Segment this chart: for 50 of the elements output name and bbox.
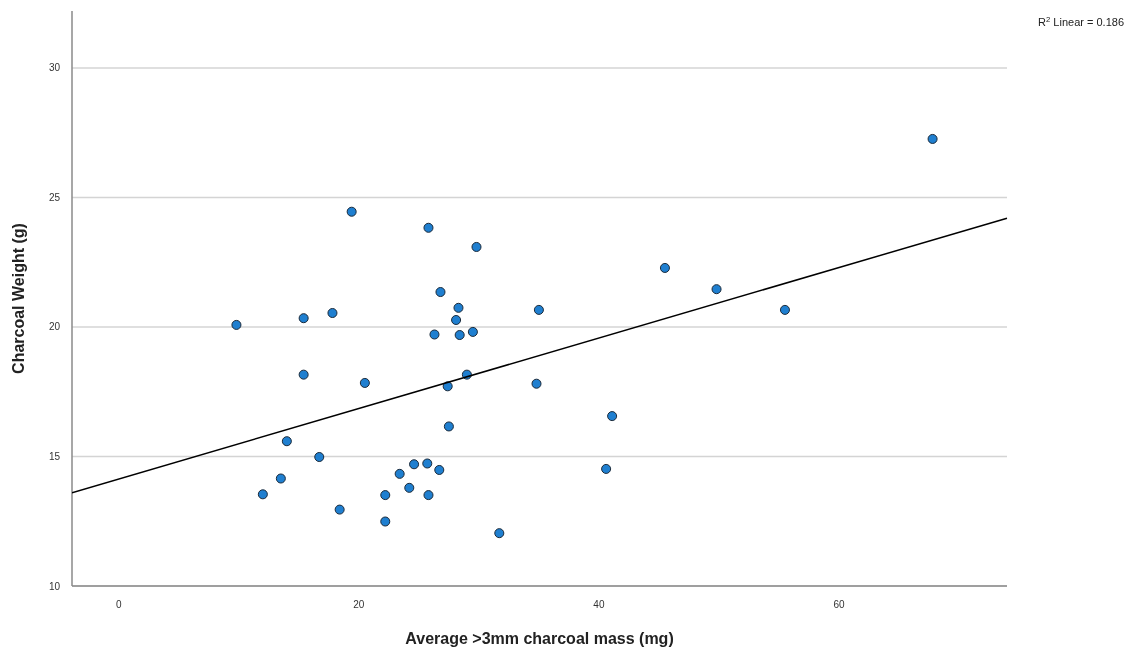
point	[467, 326, 478, 337]
point	[394, 468, 405, 479]
point	[533, 304, 544, 315]
point	[453, 302, 464, 313]
point	[359, 377, 370, 388]
point	[281, 436, 292, 447]
y-axis-title: Charcoal Weight (g)	[10, 223, 27, 374]
point	[429, 329, 440, 340]
point	[327, 308, 338, 319]
point	[435, 287, 446, 298]
y-tick-label: 25	[48, 191, 61, 203]
x-tick-label: 40	[593, 599, 605, 610]
point	[927, 133, 938, 144]
point	[257, 489, 268, 500]
point	[607, 411, 618, 422]
point	[779, 304, 790, 315]
y-tick-label: 15	[48, 451, 61, 462]
point	[601, 463, 612, 474]
point	[380, 516, 391, 527]
point	[298, 313, 309, 324]
point	[451, 314, 462, 325]
point	[275, 473, 286, 484]
point	[380, 490, 391, 501]
point	[442, 381, 453, 392]
point	[659, 262, 670, 273]
point	[531, 378, 542, 389]
point	[423, 222, 434, 233]
point	[711, 284, 722, 295]
y-tick-label: 10	[48, 580, 61, 592]
x-tick-label: 60	[833, 599, 845, 610]
point	[434, 464, 445, 475]
y-tick-label: 20	[48, 321, 61, 333]
point	[494, 528, 505, 539]
text: R$^{2}$ Linear = 0.186	[1038, 14, 1124, 28]
point	[471, 241, 482, 252]
point	[314, 452, 325, 463]
point	[423, 490, 434, 501]
x-tick-label: 20	[353, 599, 365, 610]
point	[231, 319, 242, 330]
point	[454, 330, 465, 341]
y-tick-label: 30	[48, 62, 61, 74]
point	[346, 206, 357, 217]
point	[298, 369, 309, 380]
x-axis-title: Average >3mm charcoal mass (mg)	[405, 630, 674, 647]
x-tick-label: 0	[116, 599, 123, 610]
point	[422, 458, 433, 469]
point	[334, 504, 345, 515]
point	[409, 459, 420, 470]
point	[404, 482, 415, 493]
point	[443, 421, 454, 432]
